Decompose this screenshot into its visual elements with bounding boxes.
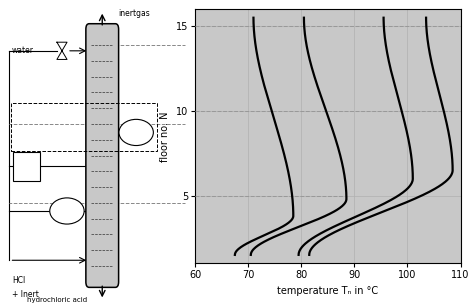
- Text: hydrochloric acid: hydrochloric acid: [27, 297, 87, 303]
- Y-axis label: floor no. N: floor no. N: [160, 111, 170, 161]
- FancyBboxPatch shape: [86, 24, 118, 287]
- FancyBboxPatch shape: [13, 152, 40, 181]
- Text: R: R: [24, 162, 29, 171]
- Text: + Inert: + Inert: [12, 290, 39, 299]
- X-axis label: temperature Tₙ in °C: temperature Tₙ in °C: [277, 286, 378, 296]
- Text: HCl: HCl: [12, 276, 25, 285]
- Ellipse shape: [119, 120, 153, 146]
- Ellipse shape: [50, 198, 84, 224]
- Text: TD2: TD2: [129, 129, 143, 136]
- Text: water: water: [12, 46, 34, 55]
- Text: TD1: TD1: [60, 208, 74, 214]
- Text: inertgas: inertgas: [118, 9, 150, 18]
